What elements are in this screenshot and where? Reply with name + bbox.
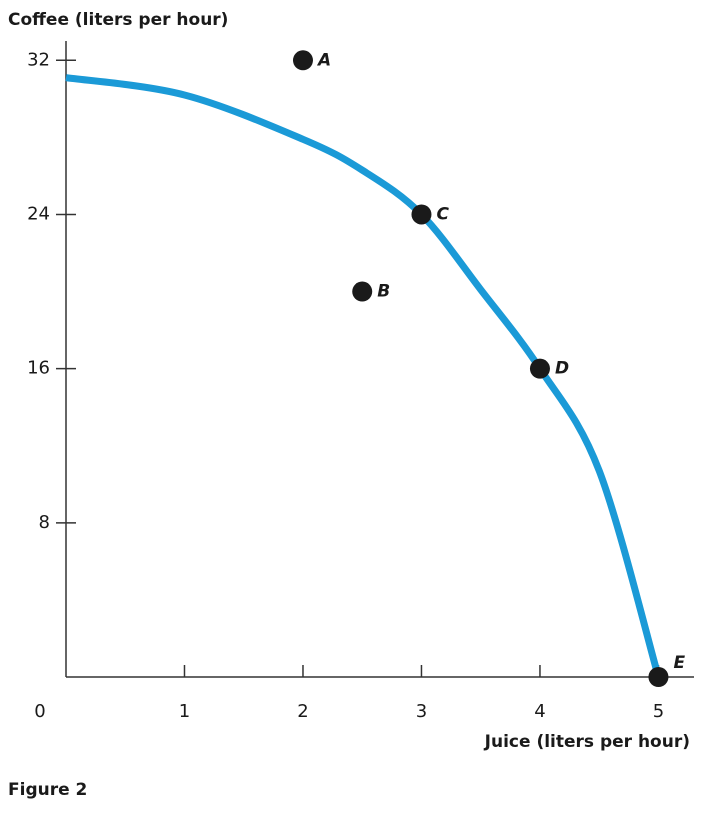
point	[352, 281, 373, 302]
point-label: B	[377, 282, 390, 302]
point	[292, 50, 313, 71]
point-label: E	[673, 653, 685, 673]
y-tick-label: 24	[27, 203, 50, 224]
caption: Figure 2	[8, 780, 87, 800]
x-tick-label: 1	[179, 701, 190, 722]
point	[648, 667, 669, 687]
y-axis-label: Coffee (liters per hour)	[8, 10, 228, 30]
point-label: A	[316, 50, 331, 70]
x-tick-label: 2	[297, 701, 308, 722]
x-tick-label: 3	[416, 701, 427, 722]
x-tick-label: 4	[534, 701, 545, 722]
x-axis-label: Juice (liters per hour)	[484, 732, 690, 752]
point	[529, 358, 550, 379]
y-tick-label: 16	[27, 358, 50, 379]
y-tick-label: 8	[39, 512, 50, 533]
point-label: C	[436, 204, 449, 224]
ppf-curve	[65, 74, 662, 678]
x-tick-label: 0	[34, 701, 45, 722]
x-tick-label: 5	[653, 701, 664, 722]
point	[411, 204, 432, 225]
y-tick-label: 32	[27, 49, 50, 70]
point-label: D	[555, 359, 569, 379]
